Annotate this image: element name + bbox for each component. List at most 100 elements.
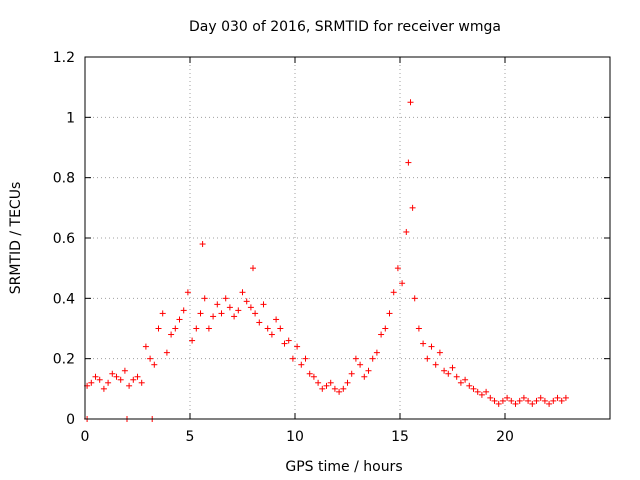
data-point	[541, 397, 548, 404]
data-point	[478, 391, 485, 398]
data-point	[310, 373, 317, 380]
data-point	[382, 325, 389, 332]
data-point	[105, 379, 112, 386]
data-point	[142, 343, 149, 350]
data-point	[512, 400, 519, 407]
data-point	[117, 376, 124, 383]
data-point	[499, 397, 506, 404]
data-point	[516, 397, 523, 404]
data-points	[84, 99, 569, 422]
data-point	[294, 343, 301, 350]
data-point	[365, 367, 372, 374]
data-point	[399, 280, 406, 287]
data-point	[420, 340, 427, 347]
data-point	[508, 397, 515, 404]
data-point	[260, 301, 267, 308]
data-point	[411, 295, 418, 302]
data-point	[273, 316, 280, 323]
data-point	[315, 379, 322, 386]
data-point	[474, 388, 481, 395]
data-point	[491, 397, 498, 404]
data-point	[130, 376, 137, 383]
data-point	[306, 370, 313, 377]
data-point	[256, 319, 263, 326]
data-point	[407, 99, 414, 106]
data-point	[537, 394, 544, 401]
data-point	[100, 385, 107, 392]
data-point	[520, 394, 527, 401]
data-point	[147, 355, 154, 362]
data-point	[562, 394, 569, 401]
data-point	[250, 265, 256, 272]
data-point	[184, 289, 191, 296]
y-tick-label: 0.4	[53, 291, 75, 307]
x-tick-label: 5	[186, 429, 195, 445]
data-point	[470, 385, 477, 392]
data-point	[113, 373, 120, 380]
data-point	[525, 397, 532, 404]
data-point	[386, 310, 393, 317]
data-point	[453, 373, 460, 380]
data-point	[550, 397, 557, 404]
data-point	[197, 310, 204, 317]
data-point	[180, 307, 187, 314]
data-point	[487, 394, 494, 401]
data-point	[373, 349, 380, 356]
data-point	[445, 370, 452, 377]
data-point	[340, 385, 347, 392]
data-point	[457, 379, 464, 386]
y-tick-label: 0.6	[53, 231, 75, 247]
data-point	[432, 361, 439, 368]
data-point	[554, 394, 561, 401]
data-point	[231, 313, 238, 320]
data-point	[336, 388, 343, 395]
data-point	[361, 373, 368, 380]
data-point	[298, 361, 305, 368]
data-point	[436, 349, 443, 356]
grid	[85, 57, 610, 419]
data-point	[323, 382, 330, 389]
data-point	[210, 313, 217, 320]
data-point	[428, 343, 435, 350]
data-point	[302, 355, 309, 362]
data-point	[247, 304, 254, 311]
data-point	[558, 397, 565, 404]
data-point	[109, 370, 116, 377]
data-point	[390, 289, 397, 296]
data-point	[357, 361, 364, 368]
chart-title: Day 030 of 2016, SRMTID for receiver wmg…	[189, 19, 501, 35]
axis-ticks: 0 0.2 0.4 0.6 0.8 1 1.2 0 5 10 15 20	[53, 50, 610, 445]
data-point	[205, 325, 212, 332]
y-tick-label: 1	[66, 110, 75, 126]
data-point	[466, 382, 473, 389]
data-point	[495, 400, 502, 407]
data-point	[348, 370, 355, 377]
data-point	[121, 367, 128, 374]
data-point	[126, 382, 133, 389]
data-point	[201, 295, 208, 302]
data-point	[159, 310, 166, 317]
x-axis-label: GPS time / hours	[285, 459, 402, 475]
data-point	[226, 304, 233, 311]
data-point	[504, 394, 511, 401]
data-point	[214, 301, 221, 308]
data-point	[96, 376, 103, 383]
data-point	[92, 373, 99, 380]
y-tick-label: 0.2	[53, 352, 75, 368]
data-point	[155, 325, 162, 332]
data-point	[331, 385, 338, 392]
data-point	[344, 379, 351, 386]
data-point	[193, 325, 200, 332]
data-point	[533, 397, 540, 404]
data-point	[378, 331, 385, 338]
data-point	[424, 355, 431, 362]
data-point	[268, 331, 275, 338]
y-tick-label: 1.2	[53, 50, 75, 66]
data-point	[415, 325, 422, 332]
data-point	[319, 385, 326, 392]
data-point	[243, 298, 250, 305]
data-point	[218, 310, 225, 317]
y-tick-label: 0.8	[53, 171, 75, 187]
data-point	[441, 367, 448, 374]
